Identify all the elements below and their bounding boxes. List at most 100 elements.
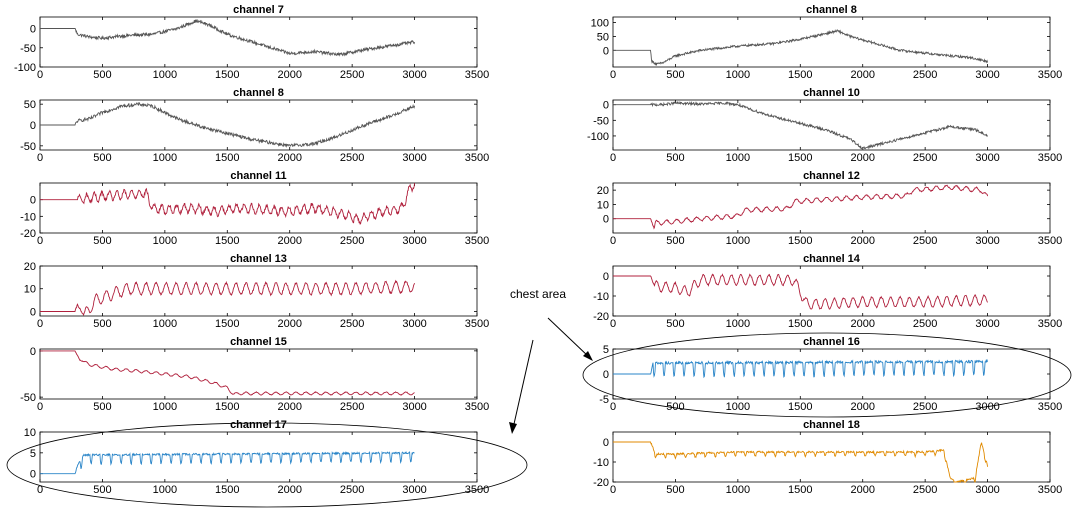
x-tick-label: 3000	[402, 484, 426, 496]
x-tick-label: 2500	[913, 484, 937, 496]
x-tick-label: 2000	[277, 318, 301, 330]
panel-title: channel 8	[806, 4, 857, 16]
panel-p13: channel 13 0 500 1000 1500 2000 2500 3000 3500 0 1…	[24, 253, 489, 330]
x-tick-label: 0	[37, 152, 43, 164]
x-tick-label: 1000	[726, 401, 750, 413]
axes-frame	[612, 99, 1051, 151]
panel-p18: channel 18 0 500 1000 1500 2000 2500 3000 3500 -2…	[593, 419, 1062, 496]
x-tick-label: 3000	[975, 152, 999, 164]
x-tick-label: 2500	[913, 235, 937, 247]
chart-panels: channel 70 500 1000 1500 2000 2500 3000 3500-10…	[14, 4, 1062, 496]
x-tick-label: 1000	[726, 484, 750, 496]
x-tick-label: 1500	[788, 401, 812, 413]
y-tick-label: 0	[603, 45, 609, 57]
y-tick-label: -100	[587, 131, 609, 143]
x-tick-label: 2500	[340, 401, 364, 413]
axes-frame	[39, 182, 478, 234]
y-tick-label: 20	[24, 261, 36, 273]
y-tick-label: 0	[30, 120, 36, 132]
x-tick-label: 2500	[340, 69, 364, 81]
x-tick-label: 0	[610, 152, 616, 164]
arrow-to-channel-16	[547, 317, 590, 358]
x-tick-label: 0	[37, 69, 43, 81]
x-tick-label: 0	[610, 318, 616, 330]
series-line	[613, 273, 988, 310]
series-line	[40, 182, 416, 225]
panel-title: channel 13	[230, 253, 287, 265]
axes-frame	[39, 265, 478, 317]
x-tick-label: 3500	[465, 401, 489, 413]
x-tick-label: 2500	[913, 152, 937, 164]
y-tick-label: 0	[603, 214, 609, 226]
x-tick-label: 500	[93, 69, 111, 81]
x-tick-label: 1500	[215, 69, 239, 81]
x-tick-label: 500	[93, 484, 111, 496]
x-tick-label: 500	[666, 235, 684, 247]
x-tick-label: 3500	[465, 318, 489, 330]
x-tick-label: 2000	[850, 401, 874, 413]
panel-title: channel 11	[230, 170, 286, 182]
x-tick-label: 2000	[850, 235, 874, 247]
x-tick-label: 2000	[277, 69, 301, 81]
panel-p10: channel 10 0 500 1000 1500 2000 2500 3000 3500 -1…	[587, 87, 1062, 164]
x-tick-label: 3500	[1038, 235, 1062, 247]
series-line	[613, 100, 988, 151]
x-tick-label: 1000	[153, 318, 177, 330]
axes-frame	[39, 16, 478, 68]
panel-p7: channel 7 0 500 1000 1500 2000 2500 3000 3500 -10…	[14, 4, 489, 81]
x-tick-label: 2000	[850, 484, 874, 496]
series-line	[40, 279, 416, 316]
y-tick-label: 20	[597, 185, 609, 197]
x-tick-label: 3500	[465, 152, 489, 164]
y-tick-label: -50	[593, 115, 609, 127]
panel-p12: channel 12 0 500 1000 1500 2000 2500 3000 3500 0 1…	[597, 170, 1062, 247]
y-tick-label: 0	[603, 100, 609, 112]
x-tick-label: 2500	[913, 401, 937, 413]
x-tick-label: 1500	[215, 152, 239, 164]
x-tick-label: 2000	[277, 484, 301, 496]
y-tick-label: 0	[30, 195, 36, 207]
panel-title: channel 8	[233, 87, 284, 99]
panel-title: channel 18	[803, 419, 860, 431]
y-tick-label: 0	[603, 271, 609, 283]
x-tick-label: 500	[666, 318, 684, 330]
x-tick-label: 1500	[788, 69, 812, 81]
x-tick-label: 1000	[726, 235, 750, 247]
x-tick-label: 3500	[1038, 69, 1062, 81]
arrow-to-channel-17	[513, 339, 534, 425]
x-tick-label: 1000	[153, 69, 177, 81]
panel-title: channel 7	[233, 4, 284, 16]
axes-frame	[612, 265, 1051, 317]
series-line	[40, 18, 416, 57]
y-tick-label: -5	[599, 394, 609, 406]
x-tick-label: 500	[93, 235, 111, 247]
x-tick-label: 0	[610, 484, 616, 496]
series-line	[613, 29, 989, 67]
x-tick-label: 2000	[850, 152, 874, 164]
x-tick-label: 3000	[975, 69, 999, 81]
panel-title: channel 10	[803, 87, 860, 99]
x-tick-label: 1000	[153, 484, 177, 496]
x-tick-label: 3000	[402, 401, 426, 413]
x-tick-label: 0	[37, 318, 43, 330]
y-tick-label: 50	[24, 99, 36, 111]
panel-title: channel 15	[230, 336, 287, 348]
y-tick-label: -50	[20, 43, 36, 55]
y-tick-label: -10	[593, 457, 609, 469]
y-tick-label: 0	[603, 437, 609, 449]
x-tick-label: 1000	[726, 318, 750, 330]
x-tick-label: 3000	[975, 318, 999, 330]
x-tick-label: 2000	[850, 318, 874, 330]
highlight-ellipse-channel-16	[582, 332, 1072, 418]
panel-p15: channel 15 0 500 1000 1500 2000 2500 3000 3500 -5…	[20, 336, 489, 413]
x-tick-label: 0	[37, 484, 43, 496]
y-tick-label: 0	[603, 369, 609, 381]
y-tick-label: 5	[30, 448, 36, 460]
x-tick-label: 1500	[215, 318, 239, 330]
y-tick-label: -10	[20, 211, 36, 223]
y-tick-label: -20	[593, 311, 609, 323]
x-tick-label: 2500	[340, 235, 364, 247]
arrow-head-channel-17	[509, 422, 517, 434]
x-tick-label: 2500	[340, 152, 364, 164]
